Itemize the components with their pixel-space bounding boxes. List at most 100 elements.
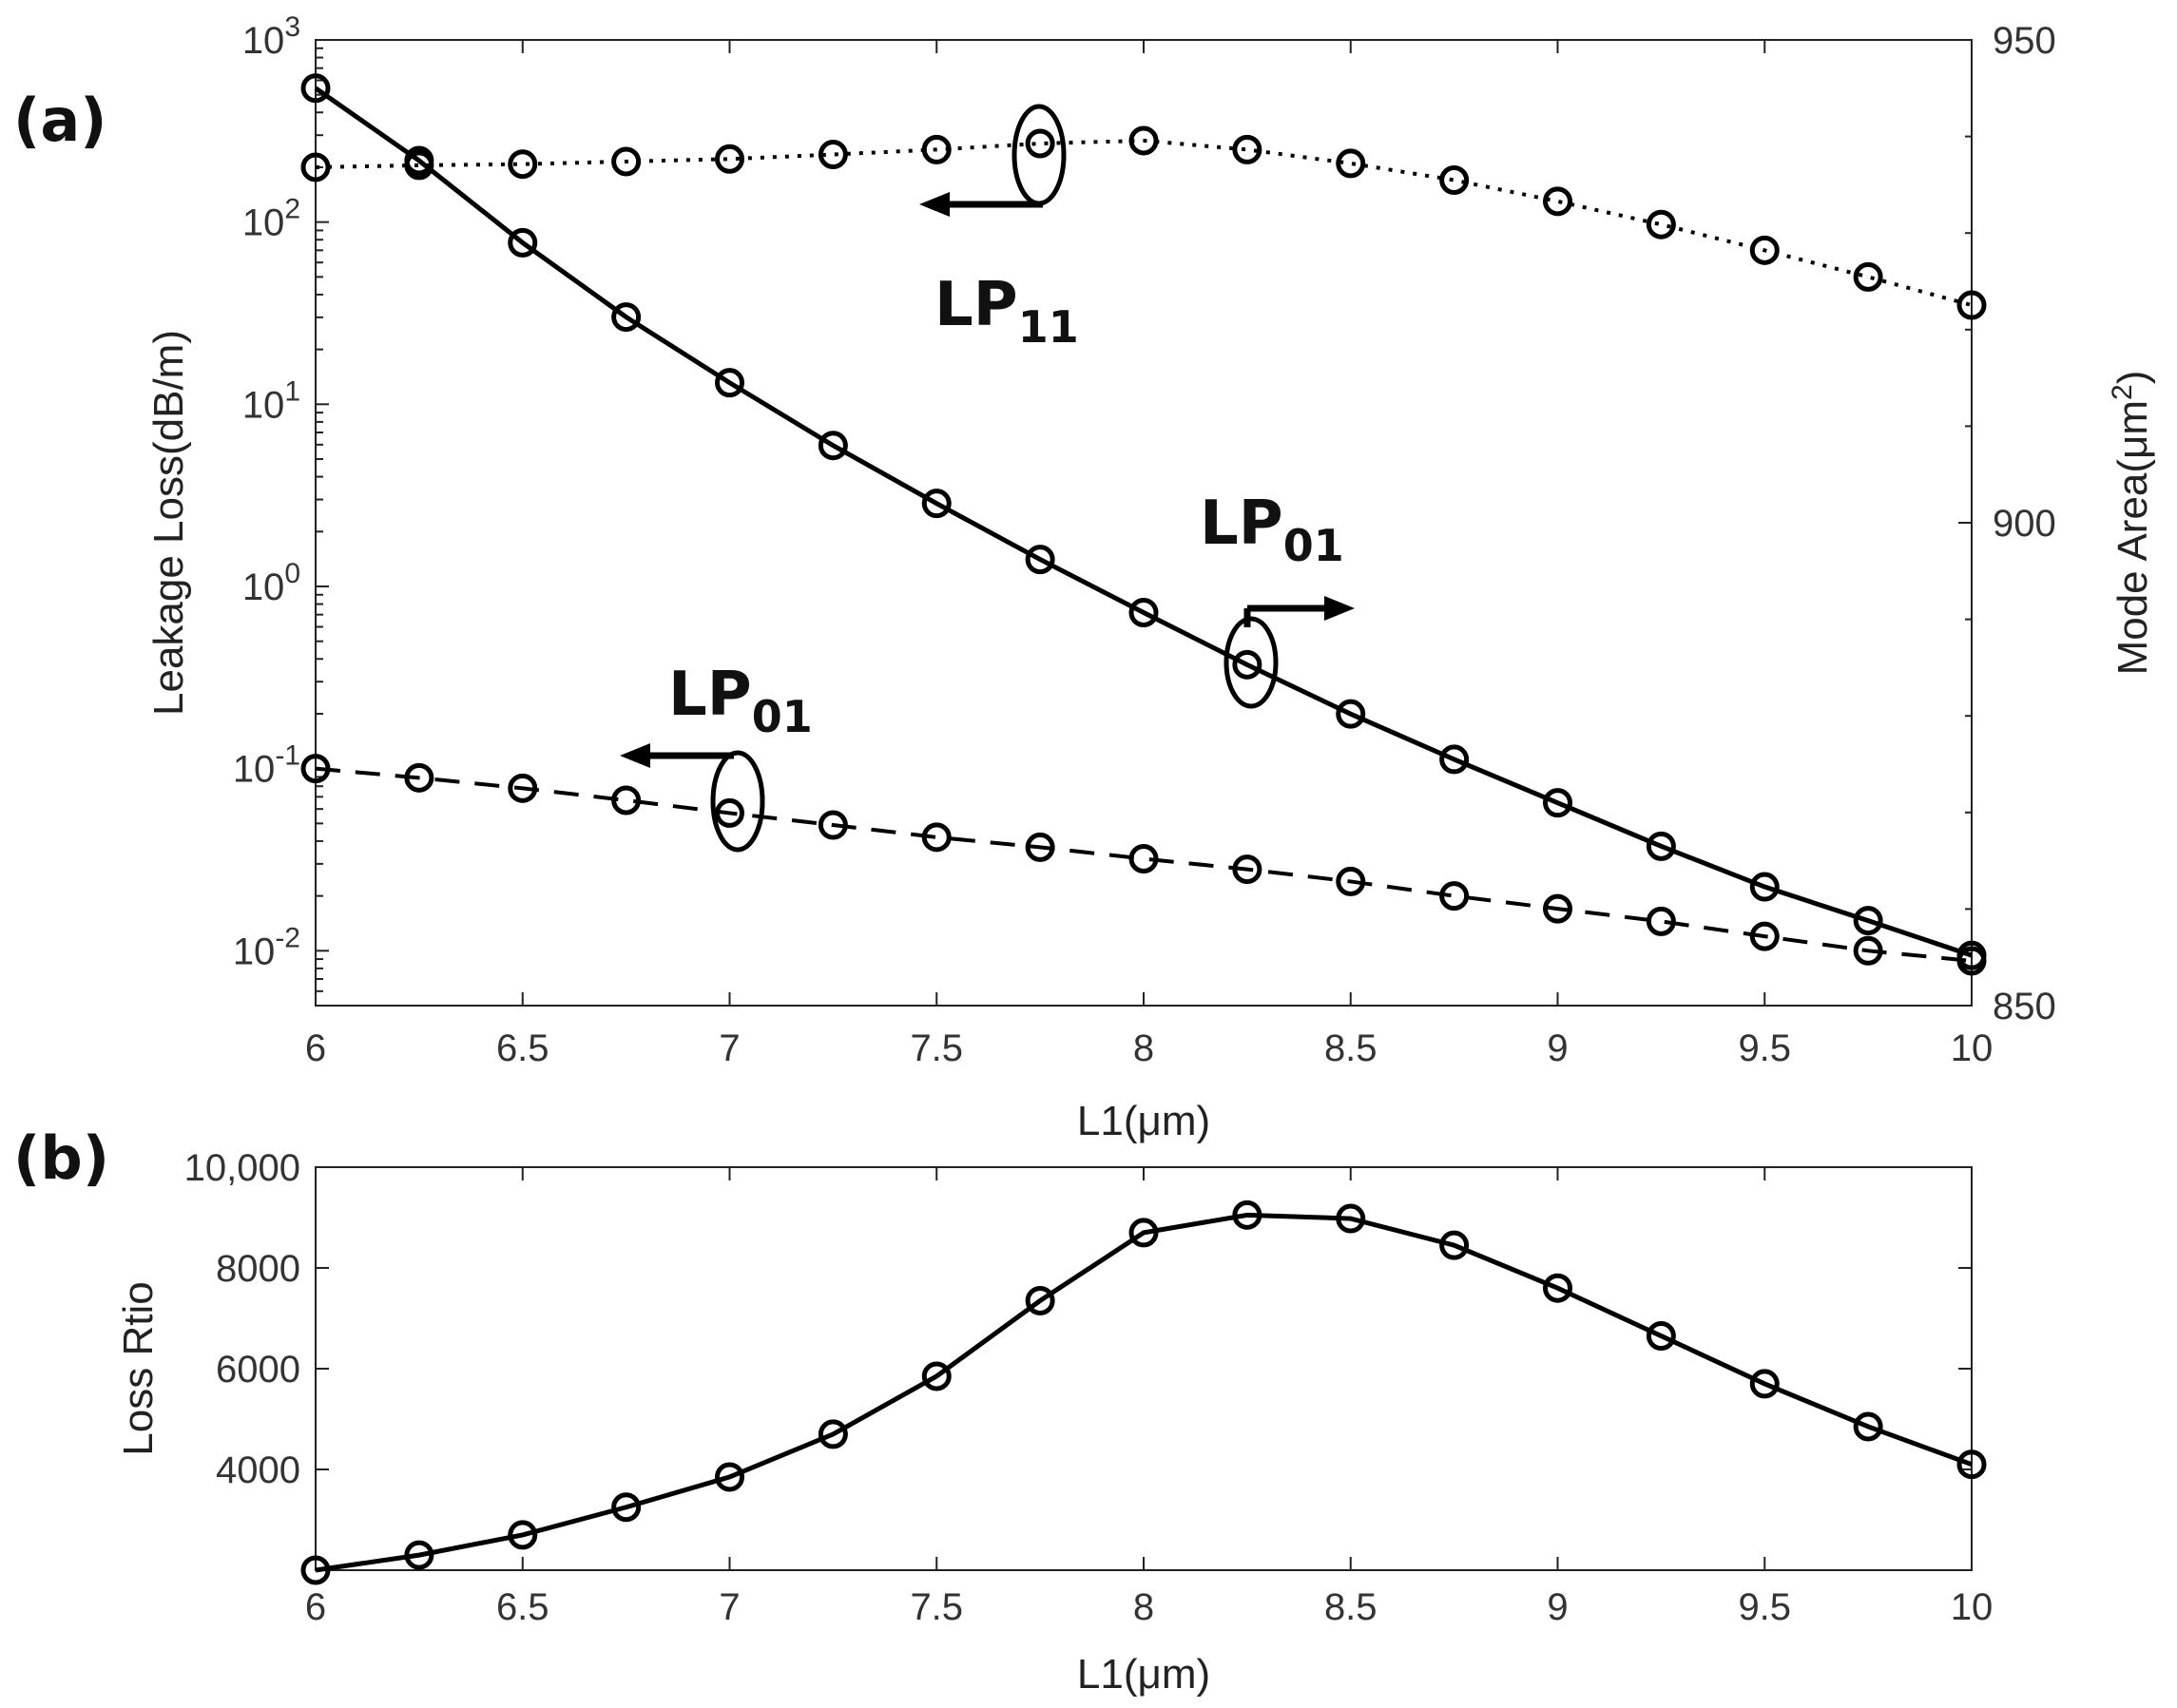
point-lp01-mode-area bbox=[1956, 940, 1987, 970]
panel-a-plot-frame bbox=[315, 39, 1973, 1007]
point-lp01-mode-area bbox=[715, 368, 744, 398]
annotation-lp11: LP11 bbox=[919, 104, 1079, 353]
panel-a-left-y-tick-label: 103 bbox=[242, 11, 300, 62]
point-lp01-mode-area bbox=[1853, 906, 1883, 936]
point-lp01-loss bbox=[1232, 854, 1262, 885]
point-lp01-mode-area bbox=[611, 302, 642, 333]
point-lp01-loss bbox=[404, 762, 434, 793]
panel-a-series bbox=[300, 73, 1987, 976]
point-lp11-loss bbox=[1853, 261, 1883, 292]
panel-a-x-tick-label: 9.5 bbox=[1738, 1027, 1791, 1069]
panel-b-x-tick-label: 10 bbox=[1951, 1586, 1994, 1628]
tick-exponent: 3 bbox=[284, 11, 300, 43]
tick-exponent: 0 bbox=[284, 558, 300, 589]
point-lp11-loss bbox=[818, 140, 848, 170]
panel-a-x-tick-label: 9 bbox=[1547, 1027, 1568, 1069]
point-lp01-loss bbox=[715, 797, 744, 828]
panel-b-x-tick-label: 6 bbox=[305, 1586, 326, 1628]
lp11-label-base: LP bbox=[934, 270, 1018, 340]
point-lp11-loss bbox=[715, 144, 744, 174]
tick-base: 10 bbox=[242, 566, 285, 608]
panel-b-x-tick-label: 7 bbox=[719, 1586, 740, 1628]
point-lp01-loss bbox=[508, 773, 538, 803]
panel-a-left-y-axis-label: Leakage Loss(dB/m) bbox=[145, 330, 192, 716]
panel-b-y-tick-label: 6000 bbox=[216, 1349, 300, 1391]
tick-base: 10 bbox=[242, 384, 285, 426]
point-lp11-loss bbox=[300, 152, 331, 182]
point-lp01-mode-area bbox=[1749, 872, 1780, 902]
lp01-right-label-base: LP bbox=[1200, 489, 1283, 559]
panel-a-x-tick-label: 7.5 bbox=[910, 1027, 963, 1069]
panel-a-x-tick-label: 10 bbox=[1951, 1027, 1994, 1069]
panel-b-label: (b) bbox=[13, 1123, 109, 1193]
panel-a-left-y-tick-label: 10-2 bbox=[233, 922, 300, 972]
point-lp01-mode-area bbox=[1543, 788, 1572, 818]
point-loss-ratio bbox=[1128, 1218, 1159, 1248]
lp11-arrow-head bbox=[919, 192, 950, 217]
point-loss-ratio bbox=[611, 1492, 642, 1523]
series-line-lp01-loss bbox=[315, 766, 1973, 963]
panel-a-x-tick-label: 6.5 bbox=[496, 1027, 549, 1069]
point-loss-ratio bbox=[1232, 1199, 1262, 1230]
lp01-left-label: LP01 bbox=[668, 660, 813, 742]
panel-a-label: (a) bbox=[13, 86, 107, 155]
point-lp01-mode-area bbox=[1025, 545, 1055, 575]
point-lp11-loss bbox=[921, 134, 952, 164]
point-lp01-loss bbox=[1336, 866, 1366, 896]
point-loss-ratio bbox=[1853, 1411, 1883, 1442]
point-lp01-loss bbox=[818, 810, 848, 840]
point-loss-ratio bbox=[1646, 1321, 1676, 1352]
lp01-right-label: LP01 bbox=[1200, 489, 1344, 571]
tick-base: 10 bbox=[242, 20, 285, 62]
point-lp01-loss bbox=[1853, 935, 1883, 966]
tick-exponent: -2 bbox=[275, 922, 300, 953]
panel-b-x-ticks: 6 6.5 7 7.5 8 8.5 9 9.5 10 bbox=[305, 1167, 1993, 1628]
panel-a-x-tick-label: 7 bbox=[719, 1027, 740, 1069]
point-lp11-loss bbox=[1336, 148, 1366, 179]
point-lp01-mode-area bbox=[818, 431, 848, 461]
panel-a-right-y-tick-label: 850 bbox=[1993, 986, 2056, 1027]
point-lp01-loss bbox=[1646, 906, 1676, 936]
point-lp11-loss bbox=[1543, 186, 1572, 217]
tick-base: 10 bbox=[233, 749, 276, 791]
point-lp11-loss bbox=[1025, 128, 1055, 159]
point-loss-ratio bbox=[1956, 1449, 1987, 1480]
point-lp01-mode-area bbox=[1336, 699, 1366, 729]
lp11-label: LP11 bbox=[934, 270, 1079, 353]
series-line-lp11-loss bbox=[315, 138, 1973, 307]
tick-base: 10 bbox=[242, 202, 285, 244]
lp01-left-label-base: LP bbox=[668, 660, 752, 730]
point-lp01-loss bbox=[1128, 843, 1159, 873]
point-lp01-loss bbox=[1749, 921, 1780, 951]
tick-exponent: -1 bbox=[275, 740, 300, 772]
point-lp01-loss bbox=[1025, 832, 1055, 862]
panel-a-left-y-tick-label: 101 bbox=[242, 375, 300, 426]
panel-a-x-tick-label: 8.5 bbox=[1324, 1027, 1377, 1069]
annotation-lp01-left: LP01 bbox=[620, 660, 813, 853]
panel-b-x-tick-label: 6.5 bbox=[496, 1586, 549, 1628]
panel-b-plot-frame bbox=[315, 1166, 1973, 1571]
panel-b-y-tick-label: 4000 bbox=[216, 1449, 300, 1491]
point-lp11-loss bbox=[1646, 209, 1676, 240]
point-loss-ratio bbox=[921, 1361, 952, 1391]
point-lp11-loss bbox=[1128, 125, 1159, 156]
point-loss-ratio bbox=[1336, 1203, 1366, 1234]
panel-b-x-tick-label: 7.5 bbox=[910, 1586, 963, 1628]
point-loss-ratio bbox=[1025, 1285, 1055, 1315]
series-line-loss-ratio bbox=[315, 1212, 1973, 1573]
tick-exponent: 2 bbox=[284, 194, 300, 225]
panel-a-x-tick-label: 6 bbox=[305, 1027, 326, 1069]
panel-a-left-y-tick-label: 100 bbox=[242, 558, 300, 608]
point-loss-ratio bbox=[300, 1555, 331, 1585]
series-line-lp01-mode-area bbox=[314, 86, 1973, 958]
point-lp01-mode-area bbox=[1646, 831, 1676, 861]
right-y-label-base: Mode Area(μm bbox=[2110, 400, 2156, 675]
point-loss-ratio bbox=[1439, 1230, 1470, 1260]
lp01-left-label-sub: 01 bbox=[752, 691, 813, 742]
annotation-lp01-right: LP01 bbox=[1200, 489, 1355, 709]
lp01-right-label-sub: 01 bbox=[1283, 520, 1344, 571]
point-loss-ratio bbox=[508, 1520, 538, 1550]
panel-a-x-tick-label: 8 bbox=[1133, 1027, 1154, 1069]
